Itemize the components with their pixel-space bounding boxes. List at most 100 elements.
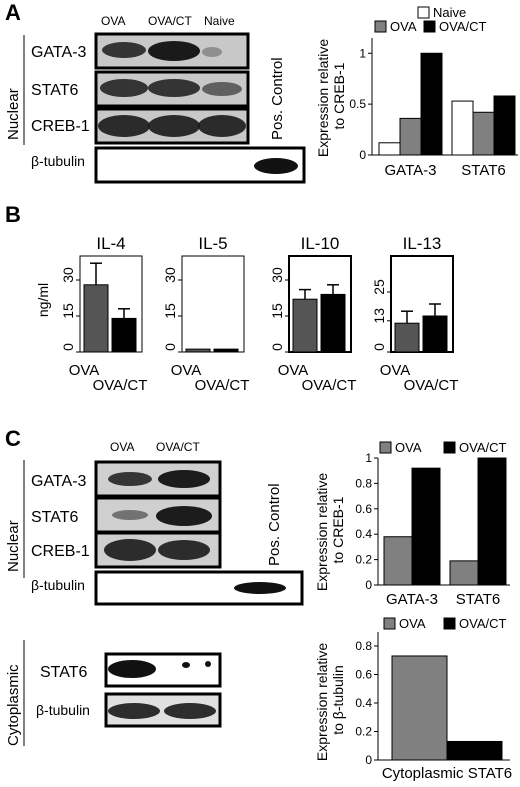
a-bar-chart: 0 0.5 1 GATA-3 STAT6 Naive OVA OVA/CT — [349, 5, 518, 179]
c-row-gata3: GATA-3 — [31, 473, 87, 490]
x-tick-label: GATA-3 — [386, 591, 438, 608]
y-tick-label: 0.4 — [355, 696, 372, 710]
legend-swatch-ovact — [443, 441, 456, 454]
legend-swatch-ovact — [443, 617, 456, 630]
legend-swatch-ovact — [423, 20, 436, 33]
y-tick-label: 0.6 — [355, 502, 372, 516]
y-tick-label: 0.5 — [349, 97, 366, 111]
y-tick-label: 13 — [371, 308, 387, 324]
x-tick-label: STAT6 — [461, 162, 505, 179]
b-xlabel-ovact: OVA/CT — [93, 377, 148, 394]
a-blot-tubulin — [94, 146, 306, 184]
b-bar-ovact — [320, 293, 346, 353]
b-xlabel-ova: OVA — [380, 362, 411, 379]
y-tick-label: 25 — [371, 279, 387, 295]
legend-swatch-ova — [383, 617, 396, 630]
a-lane-ovact: OVA/CT — [148, 14, 192, 28]
a-ylabel: Expression relative to CREB-1 — [315, 35, 347, 157]
a-row-tubulin: β-tubulin — [31, 153, 85, 169]
y-tick-label: 15 — [60, 303, 76, 319]
b-xlabel-ova: OVA — [69, 362, 100, 379]
bar-ovact-gata-3 — [420, 52, 443, 156]
a-row-stat6: STAT6 — [31, 82, 79, 99]
b-xlabel-ovact: OVA/CT — [195, 377, 250, 394]
x-tick-label: STAT6 — [456, 591, 500, 608]
b-bar-ova — [394, 322, 420, 353]
bar-ova-gata-3 — [383, 536, 413, 586]
y-tick-label: 30 — [269, 267, 285, 283]
panel-letter-c: C — [5, 426, 21, 451]
bar-ova-stat6 — [449, 560, 479, 586]
c-cyto-blot-tubulin — [104, 692, 222, 728]
y-tick-label: 15 — [269, 303, 285, 319]
b-title-il-13: IL-13 — [403, 234, 442, 253]
b-title-il-5: IL-5 — [198, 234, 227, 253]
y-tick-label: 1 — [359, 46, 366, 60]
y-tick-label: 0 — [359, 148, 366, 162]
bar-naive-stat6 — [451, 100, 474, 156]
y-tick-label: 0 — [162, 343, 178, 351]
b-xlabel-ova: OVA — [171, 362, 202, 379]
a-row-gata3: GATA-3 — [31, 44, 87, 61]
b-bar-ova — [185, 348, 211, 353]
b-bar-ovact — [111, 317, 137, 353]
b-bar-ovact — [213, 348, 239, 353]
c-cyto-ylabel: Expression relative to β-tubulin — [314, 639, 346, 761]
b-bar-ova — [292, 298, 318, 353]
c-nuclear-bar-chart: 0 0.2 0.4 0.6 0.8 1 GATA-3 STAT6 OVA OVA/CT — [355, 440, 510, 608]
c-nuclear-ylabel-line1: Expression relative — [314, 473, 330, 591]
c-cyto-bar-chart: 0 0.2 0.4 0.6 0.8 Cytoplasmic STAT6 OVA OVA/CT — [355, 616, 512, 782]
y-tick-label: 0 — [269, 343, 285, 351]
c-row-tubulin: β-tubulin — [31, 577, 85, 593]
legend-label: OVA — [395, 440, 422, 455]
y-tick-label: 1 — [365, 451, 372, 465]
c-pos-control: Pos. Control — [266, 483, 283, 566]
b-frame-il-5 — [181, 255, 245, 353]
c-blot-creb1 — [94, 531, 222, 569]
legend-swatch-naive — [417, 6, 430, 19]
b-frame-il-4 — [79, 255, 143, 353]
c-lane-ovact: OVA/CT — [156, 440, 200, 454]
a-ylabel-line2: to CREB-1 — [331, 62, 347, 129]
legend-label: Naive — [433, 5, 466, 20]
c-cyto-row-tubulin: β-tubulin — [36, 702, 90, 718]
c-fraction-cytoplasmic: Cytoplasmic — [5, 664, 22, 746]
b-title-il-10: IL-10 — [301, 234, 340, 253]
bar-ovact-cytoplasmic-stat6 — [446, 740, 503, 761]
c-blot-gata3 — [94, 460, 222, 498]
y-tick-label: 0 — [365, 578, 372, 592]
y-tick-label: 0.2 — [355, 553, 372, 567]
legend-label: OVA/CT — [459, 440, 506, 455]
panel-letter-a: A — [5, 0, 21, 25]
a-blot-gata3 — [94, 32, 250, 70]
b-ylabel: ng/ml — [35, 283, 51, 317]
b-frame-il-13 — [390, 255, 454, 353]
panel-letter-b: B — [5, 202, 21, 227]
legend-swatch-ova — [379, 441, 392, 454]
bar-ova-gata-3 — [399, 117, 422, 156]
a-blot-stat6 — [94, 70, 250, 108]
b-bar-ova — [83, 284, 109, 353]
bar-ovact-stat6 — [477, 457, 507, 586]
x-tick-label: GATA-3 — [385, 162, 437, 179]
b-xlabel-ovact: OVA/CT — [404, 377, 459, 394]
c-row-creb1: CREB-1 — [31, 543, 90, 560]
c-blot-stat6 — [94, 496, 222, 534]
bar-ovact-stat6 — [493, 95, 516, 156]
y-tick-label: 0 — [371, 343, 387, 351]
legend-label: OVA — [390, 19, 417, 34]
a-fraction-label: Nuclear — [5, 88, 22, 140]
c-row-stat6: STAT6 — [31, 509, 79, 526]
c-fraction-nuclear: Nuclear — [5, 520, 22, 572]
bar-ova-cytoplasmic-stat6 — [391, 655, 448, 761]
y-tick-label: 0.2 — [355, 725, 372, 739]
b-cytokine-charts: IL-401530OVAOVA/CTIL-501530OVAOVA/CTIL-1… — [60, 234, 458, 394]
b-title-il-4: IL-4 — [96, 234, 125, 253]
c-cyto-ylabel-line1: Expression relative — [314, 643, 330, 761]
bar-naive-gata-3 — [378, 142, 401, 156]
legend-label: OVA — [399, 616, 426, 631]
b-xlabel-ovact: OVA/CT — [302, 377, 357, 394]
c-cyto-ylabel-line2: to β-tubulin — [330, 665, 346, 735]
y-tick-label: 30 — [60, 267, 76, 283]
bar-ovact-gata-3 — [411, 467, 441, 586]
